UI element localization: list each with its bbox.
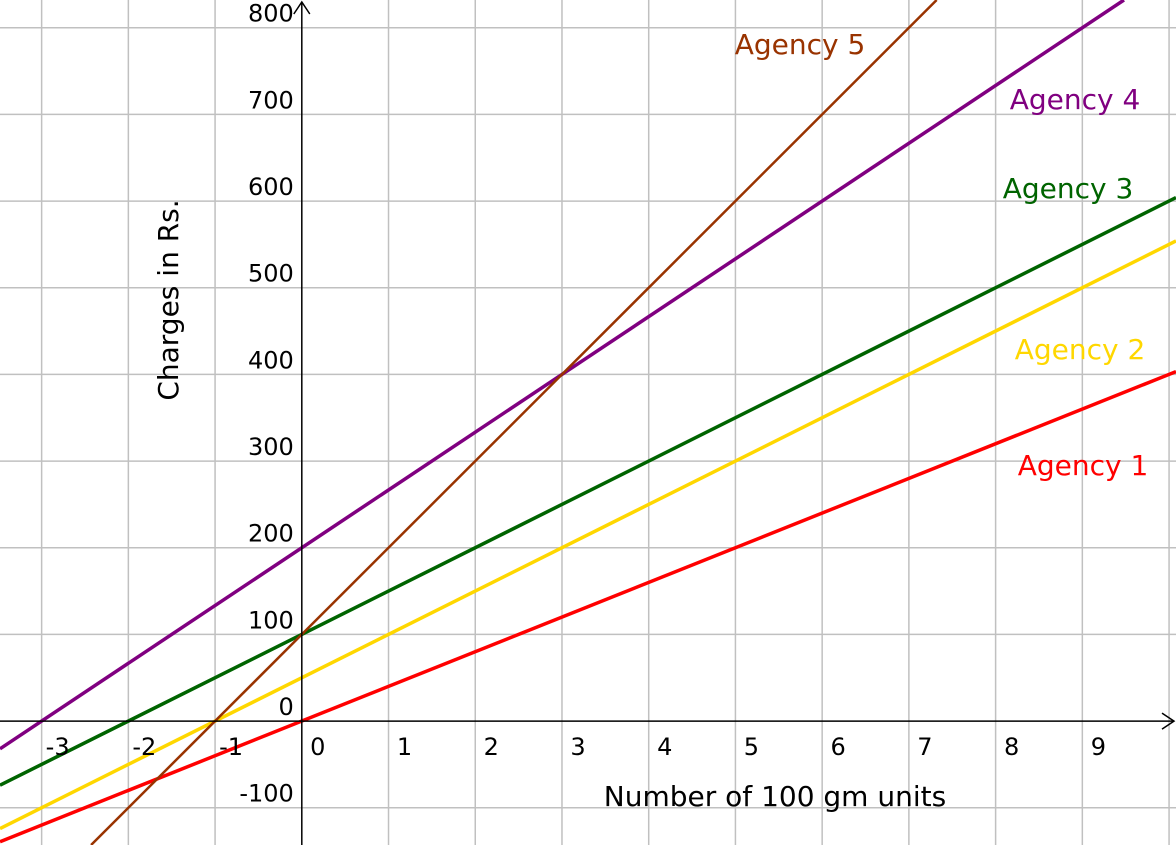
y-tick-label: 200 (248, 520, 294, 548)
y-tick-label: 700 (248, 86, 294, 114)
series-line (0, 239, 1176, 831)
y-tick-label: -100 (239, 780, 293, 808)
y-tick-label: 100 (248, 606, 294, 634)
series-label: Agency 5 (735, 28, 866, 61)
x-tick-label: -1 (219, 733, 243, 761)
y-tick-label: 600 (248, 173, 294, 201)
x-tick-label: -2 (132, 733, 156, 761)
x-tick-label: 1 (397, 733, 412, 761)
x-tick-label: 6 (831, 733, 846, 761)
series-labels: Agency 1 Agency 2 Agency 3 Agency 4 Agency 5 (735, 28, 1149, 482)
x-tick-label: 8 (1004, 733, 1019, 761)
x-tick-label: 2 (484, 733, 499, 761)
x-tick-label: -3 (46, 733, 70, 761)
x-axis-title: Number of 100 gm units (604, 780, 946, 813)
y-tick-label: 400 (248, 346, 294, 374)
y-tick-label: 300 (248, 433, 294, 461)
series-line (90, 0, 938, 845)
tick-labels: -3 -2 -1 0 1 2 3 4 5 6 7 8 9 -100 0 100 200 300 400 500 600 7… (46, 0, 1106, 808)
series-line (0, 370, 1176, 844)
y-tick-label: 500 (248, 260, 294, 288)
y-tick-label: 0 (279, 693, 294, 721)
x-tick-label: 4 (657, 733, 672, 761)
y-axis-title: Charges in Rs. (152, 199, 185, 400)
x-tick-label: 7 (917, 733, 932, 761)
series-label: Agency 4 (1010, 83, 1141, 116)
x-axis-arrow (1161, 712, 1176, 730)
x-tick-label: 0 (310, 733, 325, 761)
series-label: Agency 3 (1003, 172, 1134, 205)
x-tick-label: 5 (744, 733, 759, 761)
series-label: Agency 2 (1015, 333, 1146, 366)
y-tick-label: 800 (248, 0, 294, 28)
x-tick-label: 3 (570, 733, 585, 761)
series-label: Agency 1 (1018, 449, 1149, 482)
x-tick-label: 9 (1091, 733, 1106, 761)
y-axis-arrow (293, 0, 311, 15)
series-line (0, 196, 1176, 787)
